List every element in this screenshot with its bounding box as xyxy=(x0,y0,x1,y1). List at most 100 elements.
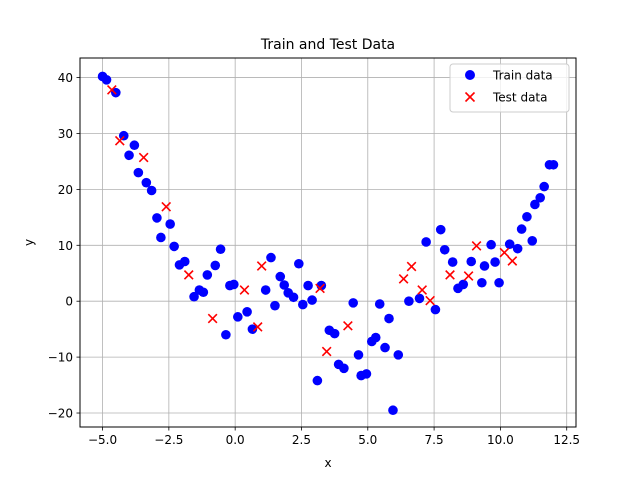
y-tick-label: 30 xyxy=(58,127,73,141)
train-point xyxy=(339,363,349,374)
y-tick-label: 0 xyxy=(65,295,73,309)
test-point xyxy=(398,273,409,284)
train-point xyxy=(458,279,469,290)
train-point xyxy=(169,241,179,252)
train-point xyxy=(380,342,390,353)
legend: Train data Test data xyxy=(449,63,570,113)
x-axis-ticks: −5.0 −2.5 0.0 2.5 5.0 7.5 10.0 12.5 xyxy=(88,427,580,447)
train-point xyxy=(270,300,280,311)
train-point xyxy=(353,350,364,360)
test-point xyxy=(138,152,149,163)
y-tick-label: −10 xyxy=(48,351,73,365)
x-tick-label: 12.5 xyxy=(553,433,580,447)
train-point xyxy=(388,405,398,416)
train-point xyxy=(229,279,239,290)
x-tick-label: 5.0 xyxy=(358,433,377,447)
chart-title: Train and Test Data xyxy=(260,37,395,53)
train-point xyxy=(312,375,323,386)
train-point xyxy=(215,244,226,255)
train-point xyxy=(421,237,431,247)
train-point xyxy=(179,256,190,267)
test-point xyxy=(417,285,428,295)
test-point xyxy=(463,271,474,281)
train-point xyxy=(530,199,540,210)
train-point xyxy=(516,224,527,234)
legend-test-marker xyxy=(464,91,476,103)
legend-box xyxy=(449,63,570,113)
train-point xyxy=(439,244,450,255)
train-point xyxy=(490,257,500,267)
train-point xyxy=(266,252,276,263)
train-point xyxy=(124,150,134,161)
train-point xyxy=(539,181,549,192)
train-point xyxy=(374,299,385,309)
test-point xyxy=(321,346,332,357)
train-point xyxy=(152,213,162,223)
train-point xyxy=(548,159,559,170)
train-point xyxy=(288,292,299,303)
train-point xyxy=(535,192,545,203)
test-point xyxy=(252,322,263,332)
train-point xyxy=(522,211,532,222)
test-point xyxy=(161,201,172,212)
grid-lines xyxy=(80,58,576,427)
y-tick-label: 40 xyxy=(58,71,73,85)
train-point xyxy=(494,277,504,288)
test-point xyxy=(106,85,117,95)
train-point xyxy=(414,293,425,304)
train-point xyxy=(221,329,231,340)
x-tick-label: −5.0 xyxy=(88,433,117,447)
y-tick-label: −20 xyxy=(48,407,73,421)
train-point xyxy=(527,236,538,246)
train-point xyxy=(435,224,446,235)
train-point xyxy=(198,287,209,298)
legend-test-label: Test data xyxy=(492,91,547,105)
train-point xyxy=(133,167,144,178)
plot-area xyxy=(80,58,576,427)
legend-train-label: Train data xyxy=(492,69,553,83)
train-point xyxy=(210,260,221,271)
train-point xyxy=(504,239,515,249)
train-point xyxy=(279,280,290,290)
test-point xyxy=(445,270,455,280)
x-tick-label: 0.0 xyxy=(226,433,245,447)
train-point xyxy=(242,307,252,317)
train-point xyxy=(477,277,487,288)
train-point xyxy=(486,239,496,250)
test-point xyxy=(499,247,510,258)
x-axis-label: x xyxy=(324,456,331,470)
train-point xyxy=(370,332,381,343)
train-point xyxy=(101,75,112,85)
y-tick-label: 10 xyxy=(58,239,73,253)
test-point xyxy=(425,295,435,306)
train-point xyxy=(348,298,358,308)
train-point xyxy=(307,295,317,305)
train-data-points xyxy=(97,71,559,416)
axes-frame xyxy=(79,57,577,428)
train-point xyxy=(111,87,121,98)
train-point xyxy=(447,257,458,267)
train-point xyxy=(141,177,152,188)
x-tick-label: −2.5 xyxy=(154,433,183,447)
train-point xyxy=(129,140,140,151)
train-point xyxy=(260,285,271,295)
train-point xyxy=(202,270,213,280)
train-point xyxy=(479,261,490,271)
test-point xyxy=(471,240,482,251)
test-point xyxy=(507,256,518,266)
train-point xyxy=(294,258,304,269)
train-point xyxy=(298,299,308,310)
train-point xyxy=(146,185,157,196)
test-point xyxy=(406,261,417,272)
x-tick-label: 2.5 xyxy=(292,433,311,447)
x-tick-label: 10.0 xyxy=(487,433,514,447)
test-point xyxy=(315,283,325,294)
train-point xyxy=(393,350,404,360)
test-point xyxy=(114,135,125,146)
train-point xyxy=(361,369,372,379)
test-point xyxy=(239,285,250,295)
train-point xyxy=(512,243,523,254)
test-point xyxy=(207,313,218,324)
train-point xyxy=(384,313,394,324)
